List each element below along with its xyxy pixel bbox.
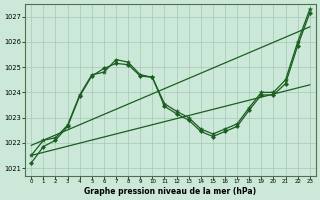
X-axis label: Graphe pression niveau de la mer (hPa): Graphe pression niveau de la mer (hPa): [84, 187, 257, 196]
